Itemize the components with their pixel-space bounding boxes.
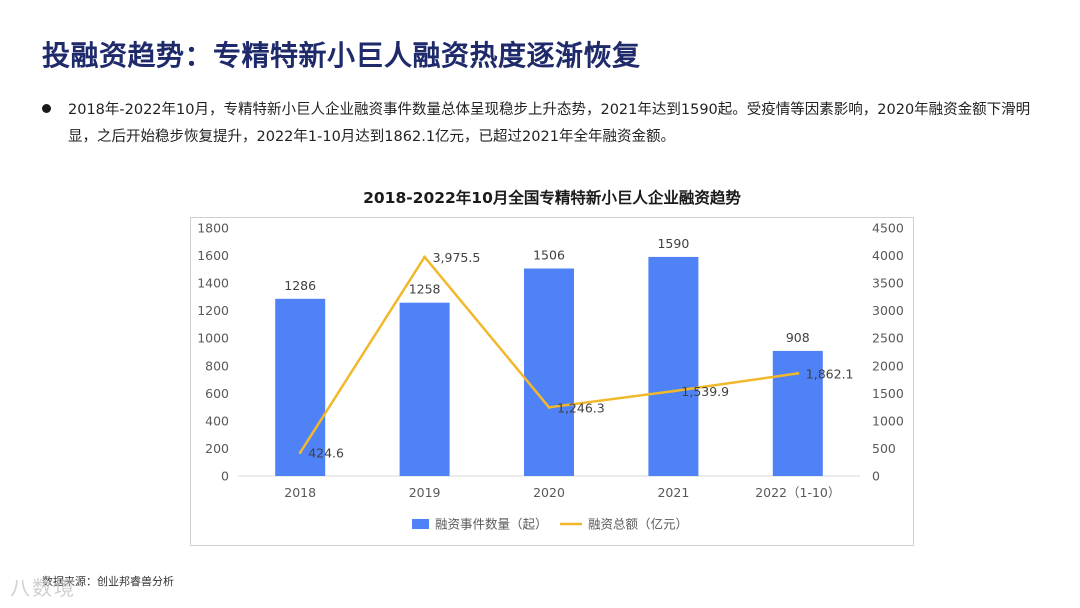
chart-frame (190, 217, 914, 546)
summary-bullet: 2018年-2022年10月，专精特新小巨人企业融资事件数量总体呈现稳步上升态势… (42, 97, 1052, 151)
watermark-logo: 八数境 (10, 576, 76, 600)
chart-title: 2018-2022年10月全国专精特新小巨人企业融资趋势 (363, 189, 741, 207)
summary-text: 2018年-2022年10月，专精特新小巨人企业融资事件数量总体呈现稳步上升态势… (68, 102, 1031, 145)
page-title: 投融资趋势：专精特新小巨人融资热度逐渐恢复 (42, 39, 641, 72)
data-source-note: 数据来源：创业邦睿兽分析 (42, 575, 174, 588)
bullet-dot-icon (42, 104, 51, 113)
